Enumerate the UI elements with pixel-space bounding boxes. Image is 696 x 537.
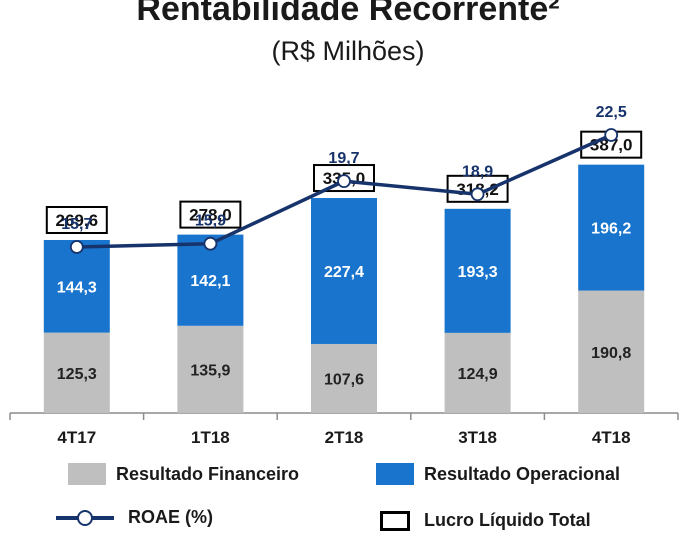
bar-financeiro-label: 190,8 <box>591 345 631 362</box>
x-tick-label: 3T18 <box>458 428 497 447</box>
roae-point <box>604 128 619 142</box>
roae-point-label: 15,9 <box>195 213 226 230</box>
bar-financeiro <box>177 325 244 413</box>
bar-financeiro <box>311 343 377 413</box>
roae-point-label: 19,7 <box>328 150 359 167</box>
x-tick-label: 4T17 <box>57 428 96 447</box>
bar-financeiro-label: 125,3 <box>57 366 97 383</box>
roae-point-label: 22,5 <box>596 104 627 121</box>
roae-point <box>203 236 218 251</box>
roae-point-label: 15,7 <box>61 216 92 233</box>
chart-title: Rentabilidade Recorrente² <box>136 0 560 28</box>
x-tick-label: 2T18 <box>325 428 364 447</box>
legend-roae-label: ROAE (%) <box>128 507 213 527</box>
legend-operacional-label: Resultado Operacional <box>424 463 621 484</box>
roae-point <box>69 240 84 254</box>
legend-roae: ROAE (%) <box>54 507 213 528</box>
legend-operacional-swatch <box>376 463 414 485</box>
roae-point <box>470 187 485 202</box>
bar-financeiro <box>444 332 511 413</box>
legend-lucro-label: Lucro Líquido Total <box>424 510 591 530</box>
legend-operacional: Resultado Operacional <box>376 463 620 485</box>
bar-operacional <box>578 164 645 291</box>
bar-operacional-label: 193,3 <box>458 264 498 281</box>
x-tick-label: 4T18 <box>592 428 631 447</box>
bar-financeiro <box>43 332 110 413</box>
bar-operacional <box>444 208 511 333</box>
bar-operacional-label: 144,3 <box>57 279 97 296</box>
roae-point <box>337 174 351 189</box>
total-box-label: 278,0 <box>189 206 232 225</box>
legend-financeiro-label: Resultado Financeiro <box>116 463 300 484</box>
total-box <box>45 206 108 234</box>
bar-financeiro-label: 107,6 <box>324 371 364 388</box>
bar-operacional <box>311 198 377 344</box>
total-box-label: 269,6 <box>56 211 99 230</box>
bar-operacional-label: 227,4 <box>324 264 364 281</box>
legend-financeiro-swatch <box>68 463 106 485</box>
legend-lucro: Lucro Líquido Total <box>380 510 591 531</box>
x-tick-label: 1T18 <box>191 428 230 447</box>
bar-financeiro-label: 135,9 <box>190 362 230 379</box>
legend-roae-swatch <box>56 509 114 526</box>
legend-financeiro: Resultado Financeiro <box>68 463 299 485</box>
chart-subtitle: (R$ Milhões) <box>271 36 425 66</box>
bar-operacional-label: 142,1 <box>190 273 230 290</box>
bar-operacional-label: 196,2 <box>591 221 631 238</box>
bar-financeiro <box>578 290 645 413</box>
legend-lucro-swatch <box>380 510 410 531</box>
total-box <box>179 200 242 229</box>
bar-financeiro-label: 124,9 <box>458 366 498 383</box>
roae-point-label: 18,9 <box>462 163 493 180</box>
chart-canvas: 125,3 144,3 269,6 4T17 135,9 142,1 278,0 1T18 10… <box>9 104 679 447</box>
bar-operacional <box>43 240 110 333</box>
